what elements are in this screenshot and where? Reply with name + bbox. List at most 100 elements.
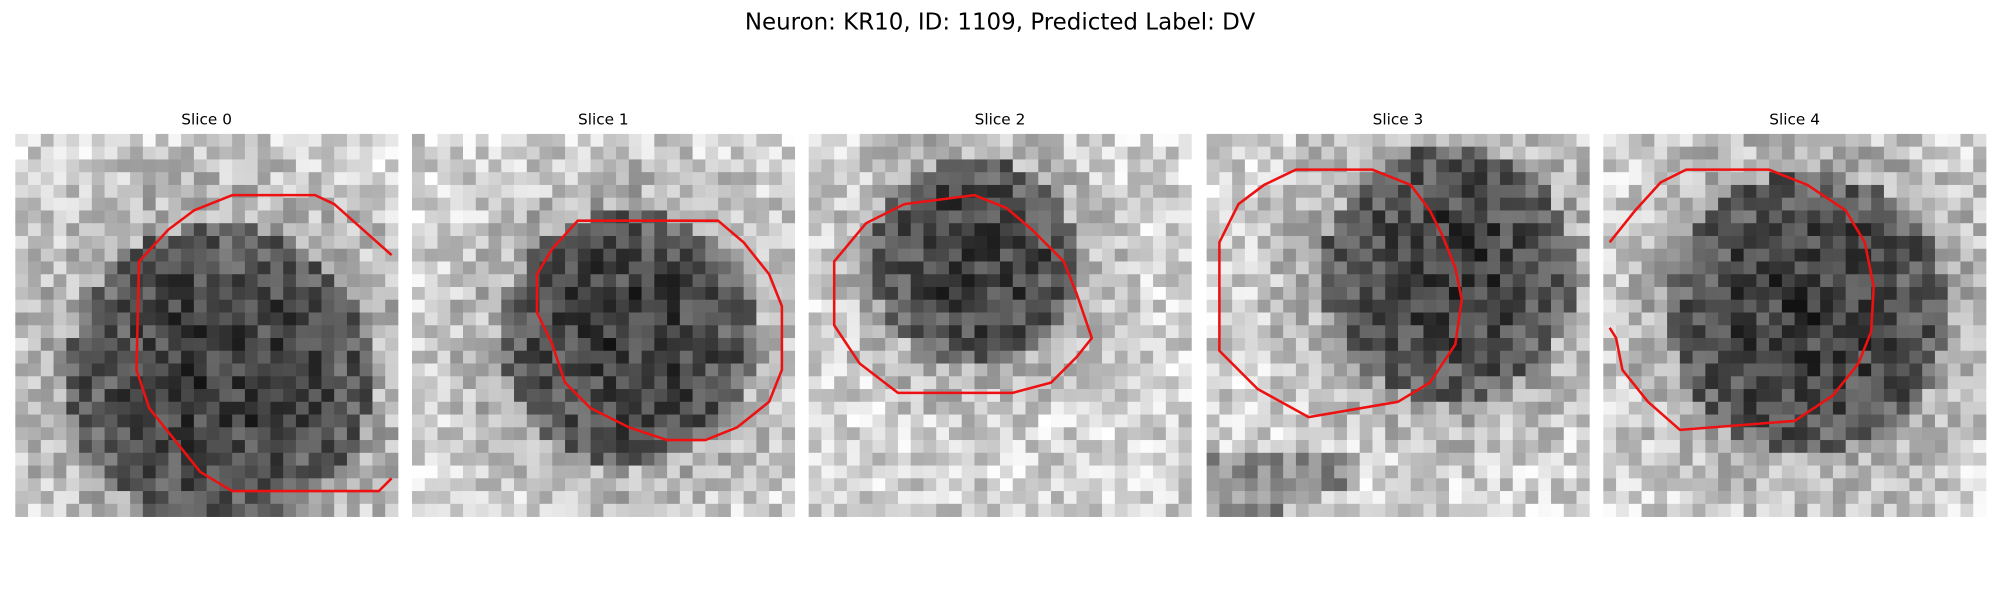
pixel — [730, 452, 745, 466]
pixel — [872, 503, 886, 517]
pixel — [308, 401, 322, 415]
pixel — [1114, 146, 1128, 160]
pixel — [1206, 312, 1220, 326]
pixel — [1153, 223, 1167, 237]
pixel — [1385, 235, 1399, 250]
pixel — [1000, 427, 1014, 441]
pixel — [1308, 210, 1322, 224]
pixel — [193, 261, 208, 275]
pixel — [1474, 172, 1488, 186]
pixel — [692, 261, 706, 275]
pixel — [346, 465, 361, 479]
pixel — [142, 414, 156, 428]
pixel — [117, 210, 131, 224]
pixel — [155, 401, 169, 415]
pixel — [1845, 350, 1859, 364]
pixel — [450, 274, 464, 288]
pixel — [846, 452, 861, 466]
pixel — [66, 478, 80, 492]
pixel — [974, 312, 988, 326]
pixel — [1563, 414, 1577, 428]
pixel — [1692, 248, 1706, 262]
pixel — [1038, 389, 1052, 403]
pixel — [1628, 465, 1642, 479]
pixel — [79, 414, 93, 428]
pixel — [1436, 376, 1450, 390]
pixel — [692, 338, 706, 352]
pixel — [974, 159, 988, 173]
pixel — [1474, 363, 1488, 377]
pixel — [1563, 465, 1577, 479]
pixel — [1219, 363, 1233, 377]
pixel — [1385, 261, 1399, 275]
pixel — [910, 465, 924, 479]
pixel — [603, 401, 617, 415]
pixel — [232, 389, 246, 403]
pixel — [974, 427, 988, 441]
pixel — [1232, 414, 1246, 428]
pixel — [1423, 274, 1437, 288]
pixel — [1244, 427, 1259, 441]
pixel — [1206, 401, 1220, 415]
pixel — [437, 503, 451, 517]
pixel — [142, 338, 156, 352]
pixel — [1295, 133, 1310, 148]
pixel — [193, 503, 208, 517]
pixel — [961, 363, 975, 377]
pixel — [1960, 338, 1974, 352]
pixel — [641, 133, 655, 148]
pixel — [1244, 197, 1259, 211]
pixel — [1372, 210, 1386, 224]
pixel — [1576, 235, 1590, 250]
pixel — [219, 414, 233, 428]
pixel — [1372, 223, 1386, 237]
pixel — [1730, 299, 1745, 313]
pixel — [219, 299, 233, 313]
pixel — [910, 376, 924, 390]
pixel — [1947, 210, 1961, 224]
pixel — [616, 325, 630, 339]
pixel — [885, 478, 899, 492]
pixel — [142, 210, 156, 224]
pixel — [283, 452, 297, 466]
pixel — [872, 197, 886, 211]
pixel — [1397, 440, 1412, 454]
pixel — [1679, 401, 1693, 415]
pixel — [1525, 197, 1539, 211]
pixel — [1934, 184, 1949, 199]
pixel — [1206, 133, 1220, 148]
pixel — [219, 197, 233, 211]
pixel — [1244, 248, 1259, 262]
pixel — [334, 363, 348, 377]
pixel — [1153, 312, 1167, 326]
pixel — [181, 312, 195, 326]
pixel — [514, 312, 528, 326]
pixel — [1705, 465, 1719, 479]
pixel — [1692, 465, 1706, 479]
pixel — [1947, 312, 1961, 326]
pixel — [40, 350, 54, 364]
pixel — [1616, 223, 1630, 237]
pixel — [66, 261, 80, 275]
pixel — [1308, 338, 1322, 352]
pixel — [552, 414, 566, 428]
pixel — [219, 401, 233, 415]
pixel — [424, 133, 438, 148]
pixel — [961, 350, 975, 364]
pixel — [603, 235, 617, 250]
pixel — [1692, 363, 1706, 377]
pixel — [821, 184, 835, 199]
pixel — [104, 312, 118, 326]
pixel — [1346, 133, 1361, 148]
pixel — [910, 299, 924, 313]
pixel — [437, 325, 451, 339]
pixel — [1743, 389, 1757, 403]
pixel — [321, 427, 335, 441]
pixel — [885, 440, 899, 454]
pixel — [859, 286, 873, 301]
pixel — [1743, 133, 1757, 148]
pixel — [1769, 172, 1783, 186]
pixel — [1206, 376, 1220, 390]
pixel — [15, 261, 29, 275]
pixel — [718, 452, 732, 466]
